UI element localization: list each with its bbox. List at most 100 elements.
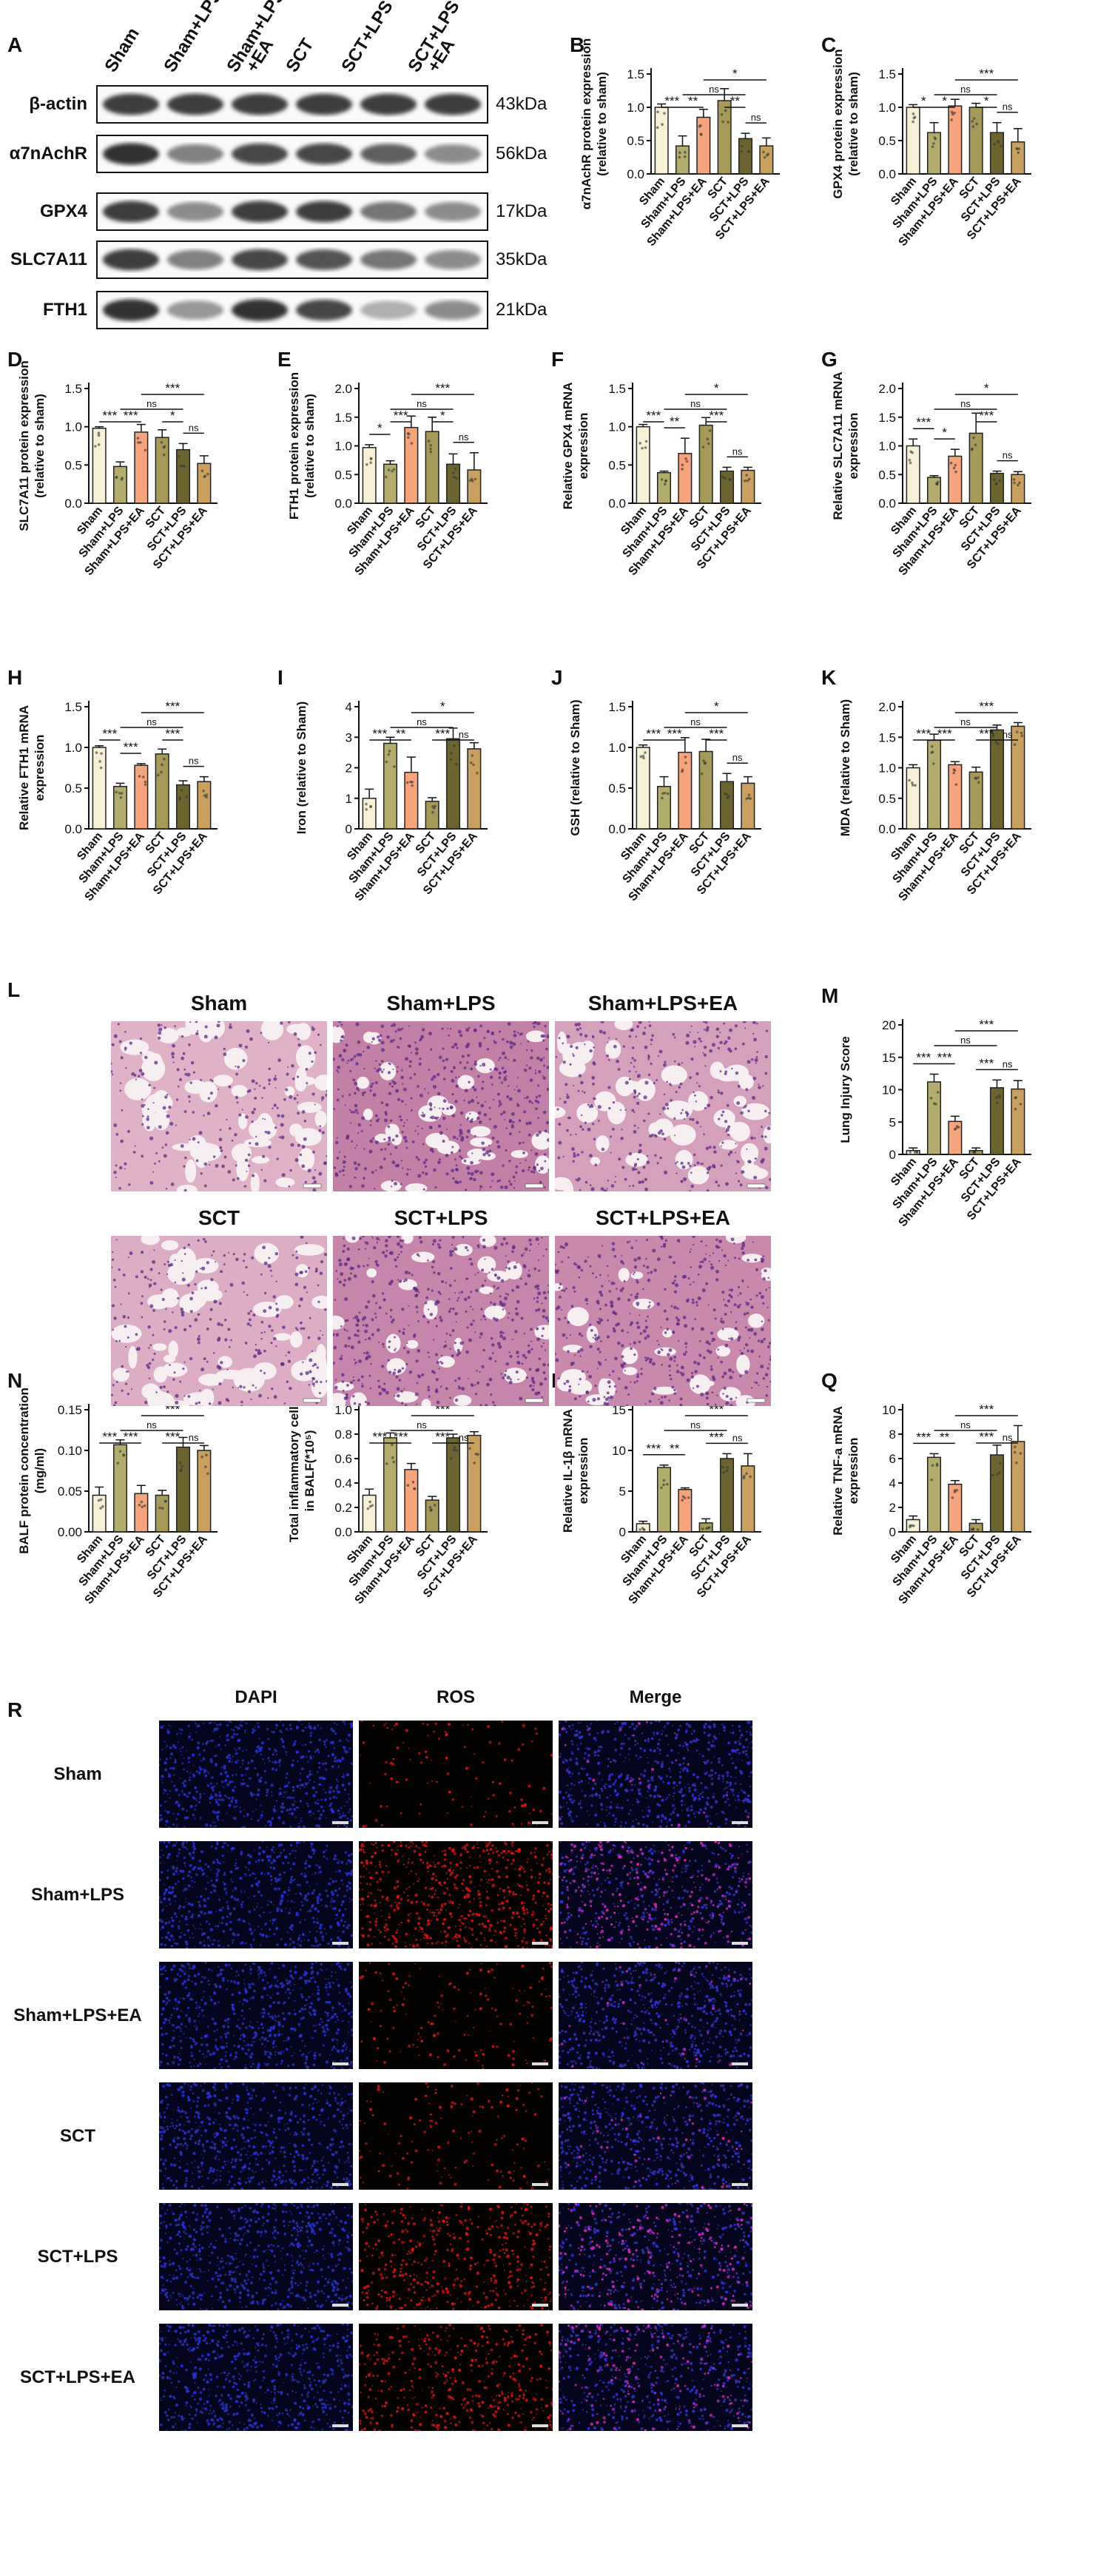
nucleus	[485, 1100, 487, 1103]
if-signal	[351, 1815, 353, 1818]
nucleus	[570, 1045, 573, 1049]
nucleus	[628, 1185, 631, 1188]
nucleus	[737, 1085, 741, 1088]
data-point	[644, 751, 647, 754]
nucleus	[337, 1071, 340, 1074]
alveolus	[630, 1271, 644, 1279]
if-signal	[279, 1758, 281, 1761]
y-axis-label: GPX4 protein expression (relative to sham…	[831, 49, 860, 198]
nucleus	[664, 1331, 667, 1334]
nucleus	[197, 1141, 200, 1144]
if-signal	[220, 1749, 223, 1751]
nucleus	[312, 1188, 317, 1191]
histology-label: SCT+LPS	[394, 1206, 488, 1229]
nucleus	[576, 1265, 581, 1269]
nucleus	[499, 1334, 503, 1339]
if-signal	[317, 1809, 320, 1812]
if-signal	[217, 1803, 220, 1806]
nucleus	[635, 1168, 638, 1171]
nucleus	[636, 1157, 639, 1161]
nucleus	[392, 1023, 397, 1027]
nucleus	[463, 1159, 467, 1163]
nucleus	[172, 1043, 175, 1048]
nucleus	[493, 1040, 496, 1043]
if-signal	[346, 1800, 348, 1803]
data-point	[203, 475, 206, 479]
nucleus	[124, 1382, 128, 1385]
nucleus	[538, 1094, 542, 1097]
nucleus	[541, 1334, 544, 1337]
nucleus	[183, 1110, 187, 1114]
nucleus	[300, 1271, 303, 1275]
nucleus	[693, 1153, 696, 1157]
nucleus	[764, 1135, 767, 1138]
if-image	[359, 1721, 553, 1828]
if-signal	[475, 1777, 478, 1780]
data-point	[974, 443, 977, 446]
nucleus	[138, 1075, 141, 1077]
if-signal	[337, 1790, 340, 1794]
nucleus	[684, 1111, 689, 1114]
if-signal	[209, 1739, 212, 1742]
blot-bands	[103, 143, 481, 165]
data-point	[974, 776, 977, 780]
nucleus	[135, 1275, 138, 1279]
nucleus	[199, 1268, 201, 1270]
nucleus	[621, 1129, 623, 1131]
nucleus	[422, 1171, 425, 1174]
if-signal	[215, 1763, 218, 1766]
significance-label: ns	[189, 1432, 199, 1443]
nucleus	[481, 1086, 484, 1090]
nucleus	[456, 1046, 459, 1049]
nucleus	[461, 1055, 465, 1058]
nucleus	[489, 1301, 493, 1304]
nucleus	[642, 1288, 644, 1291]
nucleus	[595, 1276, 598, 1279]
nucleus	[739, 1183, 743, 1187]
y-axis-label: Relative SLC7A11 mRNA expression	[831, 371, 860, 519]
nucleus	[633, 1341, 636, 1345]
nucleus	[615, 1175, 617, 1177]
nucleus	[275, 1345, 277, 1348]
nucleus	[621, 1287, 624, 1290]
nucleus	[537, 1291, 542, 1296]
significance-label: ***	[435, 727, 450, 741]
nucleus	[254, 1088, 256, 1091]
data-point	[369, 457, 373, 460]
nucleus	[493, 1285, 496, 1288]
if-signal	[630, 1783, 633, 1786]
nucleus	[474, 1393, 478, 1396]
data-point	[950, 110, 954, 114]
nucleus	[528, 1269, 530, 1271]
nucleus	[366, 1402, 370, 1405]
nucleus	[349, 1266, 354, 1271]
if-signal	[178, 1795, 181, 1797]
if-signal	[292, 1786, 295, 1789]
nucleus	[377, 1341, 380, 1343]
nucleus	[488, 1356, 493, 1361]
nucleus	[336, 1098, 340, 1102]
nucleus	[765, 1394, 769, 1397]
nucleus	[388, 1082, 391, 1086]
nucleus	[402, 1125, 405, 1127]
nucleus	[473, 1028, 477, 1032]
alveolus	[192, 1257, 219, 1274]
nucleus	[394, 1336, 396, 1339]
if-signal	[186, 1816, 189, 1819]
nucleus	[118, 1186, 121, 1190]
nucleus	[542, 1291, 547, 1295]
nucleus	[401, 1027, 404, 1030]
nucleus	[746, 1148, 748, 1150]
bar	[948, 455, 963, 504]
significance-label: *	[984, 381, 989, 395]
if-signal	[271, 1795, 273, 1797]
nucleus	[435, 1325, 438, 1328]
if-signal	[164, 1789, 167, 1792]
if-signal	[286, 1797, 289, 1799]
if-signal	[318, 1817, 322, 1820]
nucleus	[698, 1085, 701, 1088]
nucleus	[424, 1302, 428, 1305]
nucleus	[474, 1062, 478, 1066]
significance-label: ***	[372, 1430, 387, 1444]
if-signal	[295, 1750, 299, 1754]
